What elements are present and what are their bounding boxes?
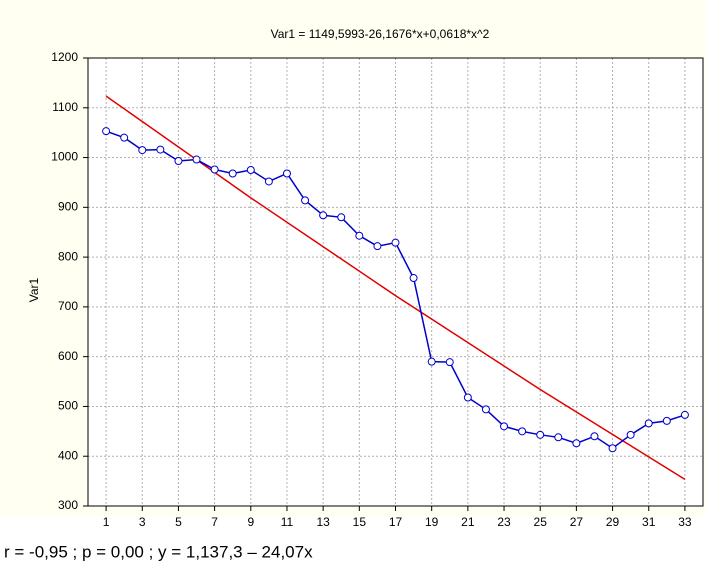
x-tick-label: 27 bbox=[570, 515, 584, 529]
data-point bbox=[518, 427, 527, 436]
data-point bbox=[246, 166, 255, 174]
data-point bbox=[680, 410, 689, 419]
data-point bbox=[445, 358, 454, 367]
data-point bbox=[644, 419, 653, 428]
x-tick-label: 31 bbox=[642, 515, 656, 529]
y-tick-label: 700 bbox=[58, 299, 78, 313]
data-point bbox=[337, 213, 346, 222]
y-tick-label: 400 bbox=[58, 448, 78, 462]
data-point bbox=[120, 133, 129, 142]
data-point bbox=[319, 211, 328, 220]
data-point bbox=[536, 430, 545, 439]
data-point bbox=[102, 127, 111, 136]
data-point bbox=[138, 146, 147, 155]
x-tick-label: 5 bbox=[175, 515, 182, 529]
data-point bbox=[409, 274, 418, 283]
data-point bbox=[391, 238, 400, 247]
y-tick-label: 800 bbox=[58, 249, 78, 263]
data-point bbox=[373, 242, 382, 251]
y-tick-label: 900 bbox=[58, 200, 78, 214]
x-tick-label: 29 bbox=[606, 515, 620, 529]
x-tick-label: 1 bbox=[103, 515, 110, 529]
y-tick-label: 1100 bbox=[52, 100, 78, 114]
plot-frame bbox=[87, 57, 704, 507]
data-point bbox=[554, 433, 563, 442]
y-axis-label: Var1 bbox=[27, 277, 41, 302]
x-tick-label: 25 bbox=[534, 515, 548, 529]
data-point bbox=[481, 405, 490, 414]
x-tick-label: 7 bbox=[211, 515, 218, 529]
data-point bbox=[156, 145, 165, 154]
data-point bbox=[192, 155, 201, 164]
data-point bbox=[301, 196, 310, 205]
x-tick-label: 3 bbox=[139, 515, 146, 529]
y-tick-label: 1000 bbox=[51, 150, 78, 164]
x-tick-label: 19 bbox=[425, 515, 439, 529]
x-tick-label: 9 bbox=[247, 515, 254, 529]
x-tick-label: 33 bbox=[678, 515, 692, 529]
y-tick-label: 1200 bbox=[51, 50, 78, 64]
data-point bbox=[608, 444, 617, 453]
data-point bbox=[626, 430, 635, 439]
fit-line bbox=[105, 95, 686, 481]
data-point bbox=[264, 177, 273, 186]
x-tick-label: 11 bbox=[281, 515, 294, 529]
x-tick-label: 23 bbox=[497, 515, 511, 529]
caption: r = -0,95 ; p = 0,00 ; y = 1,137,3 – 24,… bbox=[4, 542, 313, 561]
data-point bbox=[463, 393, 472, 402]
data-point bbox=[228, 169, 237, 178]
y-tick-label: 600 bbox=[58, 349, 78, 363]
data-point bbox=[174, 157, 183, 166]
data-point bbox=[282, 169, 291, 178]
data-point bbox=[662, 416, 671, 425]
x-tick-label: 15 bbox=[353, 515, 367, 529]
y-tick-label: 300 bbox=[58, 498, 78, 512]
chart-title: Var1 = 1149,5993-26,1676*x+0,0618*x^2 bbox=[271, 27, 490, 41]
data-point bbox=[500, 422, 509, 431]
data-point bbox=[355, 231, 364, 240]
x-tick-label: 17 bbox=[389, 515, 403, 529]
y-tick-label: 500 bbox=[58, 399, 78, 413]
x-tick-label: 21 bbox=[461, 515, 475, 529]
x-tick-label: 13 bbox=[316, 515, 330, 529]
data-point bbox=[590, 432, 599, 441]
data-point bbox=[572, 439, 581, 448]
data-point bbox=[427, 357, 436, 366]
data-point bbox=[210, 165, 219, 174]
